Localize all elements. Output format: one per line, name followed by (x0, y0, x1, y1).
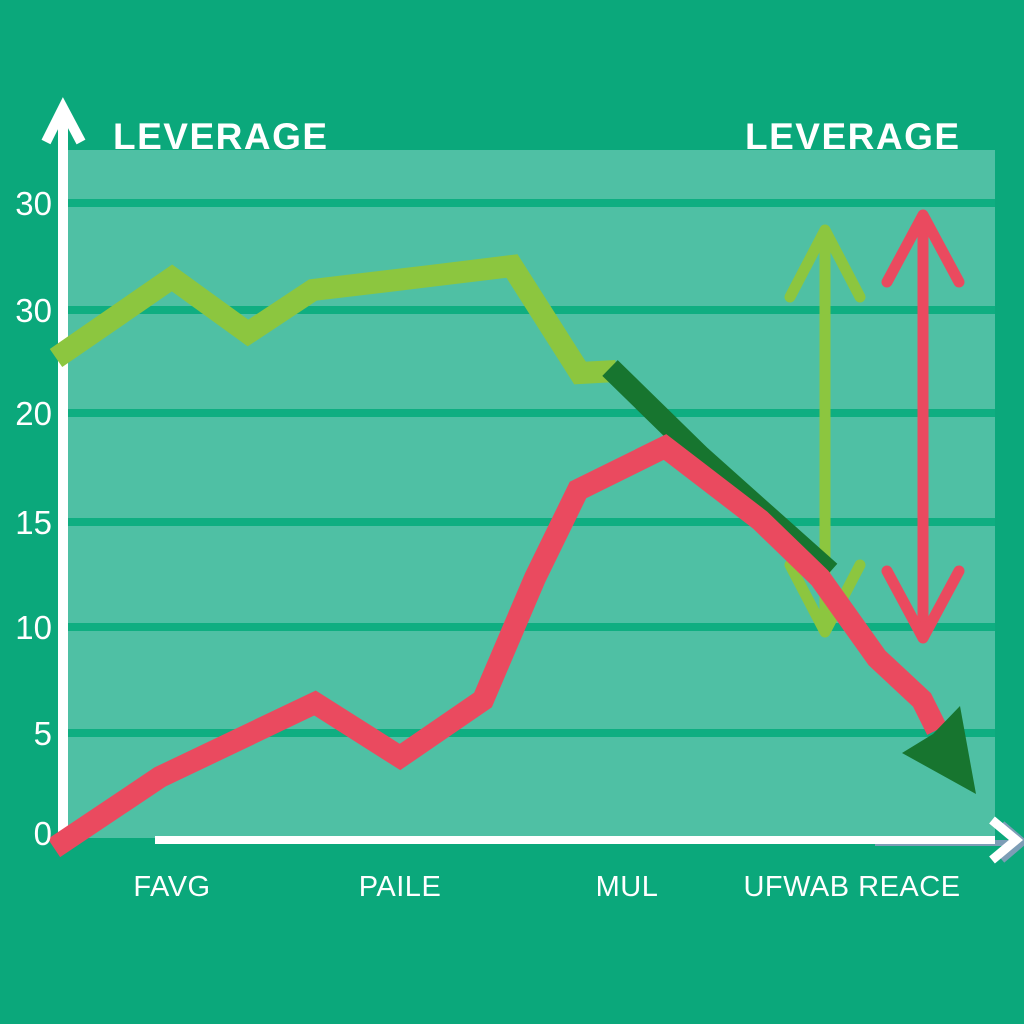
x-axis-arrow-icon (989, 816, 1024, 864)
y-tick-label: 0 (34, 815, 52, 852)
red-line-end-arrowhead-icon (902, 706, 976, 794)
red-line (47, 434, 947, 858)
y-tick-label: 20 (15, 395, 52, 432)
title-left: LEVERAGE (113, 116, 329, 157)
y-tick-label: 30 (15, 185, 52, 222)
y-axis-arrow-icon (41, 97, 86, 145)
title-right: LEVERAGE (745, 116, 961, 157)
x-tick-label: FAVG (133, 871, 210, 903)
y-tick-labels: 30 30 20 15 10 5 0 (15, 185, 52, 852)
x-tick-label: PAILE (359, 871, 442, 903)
green-vertical-arrow-up-head-icon (784, 224, 866, 303)
y-tick-label: 10 (15, 609, 52, 646)
green-line (49, 254, 617, 385)
x-tick-label: UFWAB REACE (743, 871, 960, 903)
x-axis-line (155, 836, 995, 844)
x-tick-labels: FAVG PAILE MUL UFWAB REACE (133, 871, 960, 903)
red-vertical-arrow-down-head-icon (881, 565, 965, 644)
y-tick-label: 15 (15, 504, 52, 541)
x-tick-label: MUL (596, 871, 659, 903)
green-vertical-arrow-down-head-icon (784, 559, 866, 638)
gridlines (68, 199, 995, 737)
y-tick-label: 30 (15, 292, 52, 329)
red-vertical-arrow-up-head-icon (881, 209, 965, 288)
red-vertical-arrow (881, 209, 965, 644)
y-tick-label: 5 (34, 715, 52, 752)
